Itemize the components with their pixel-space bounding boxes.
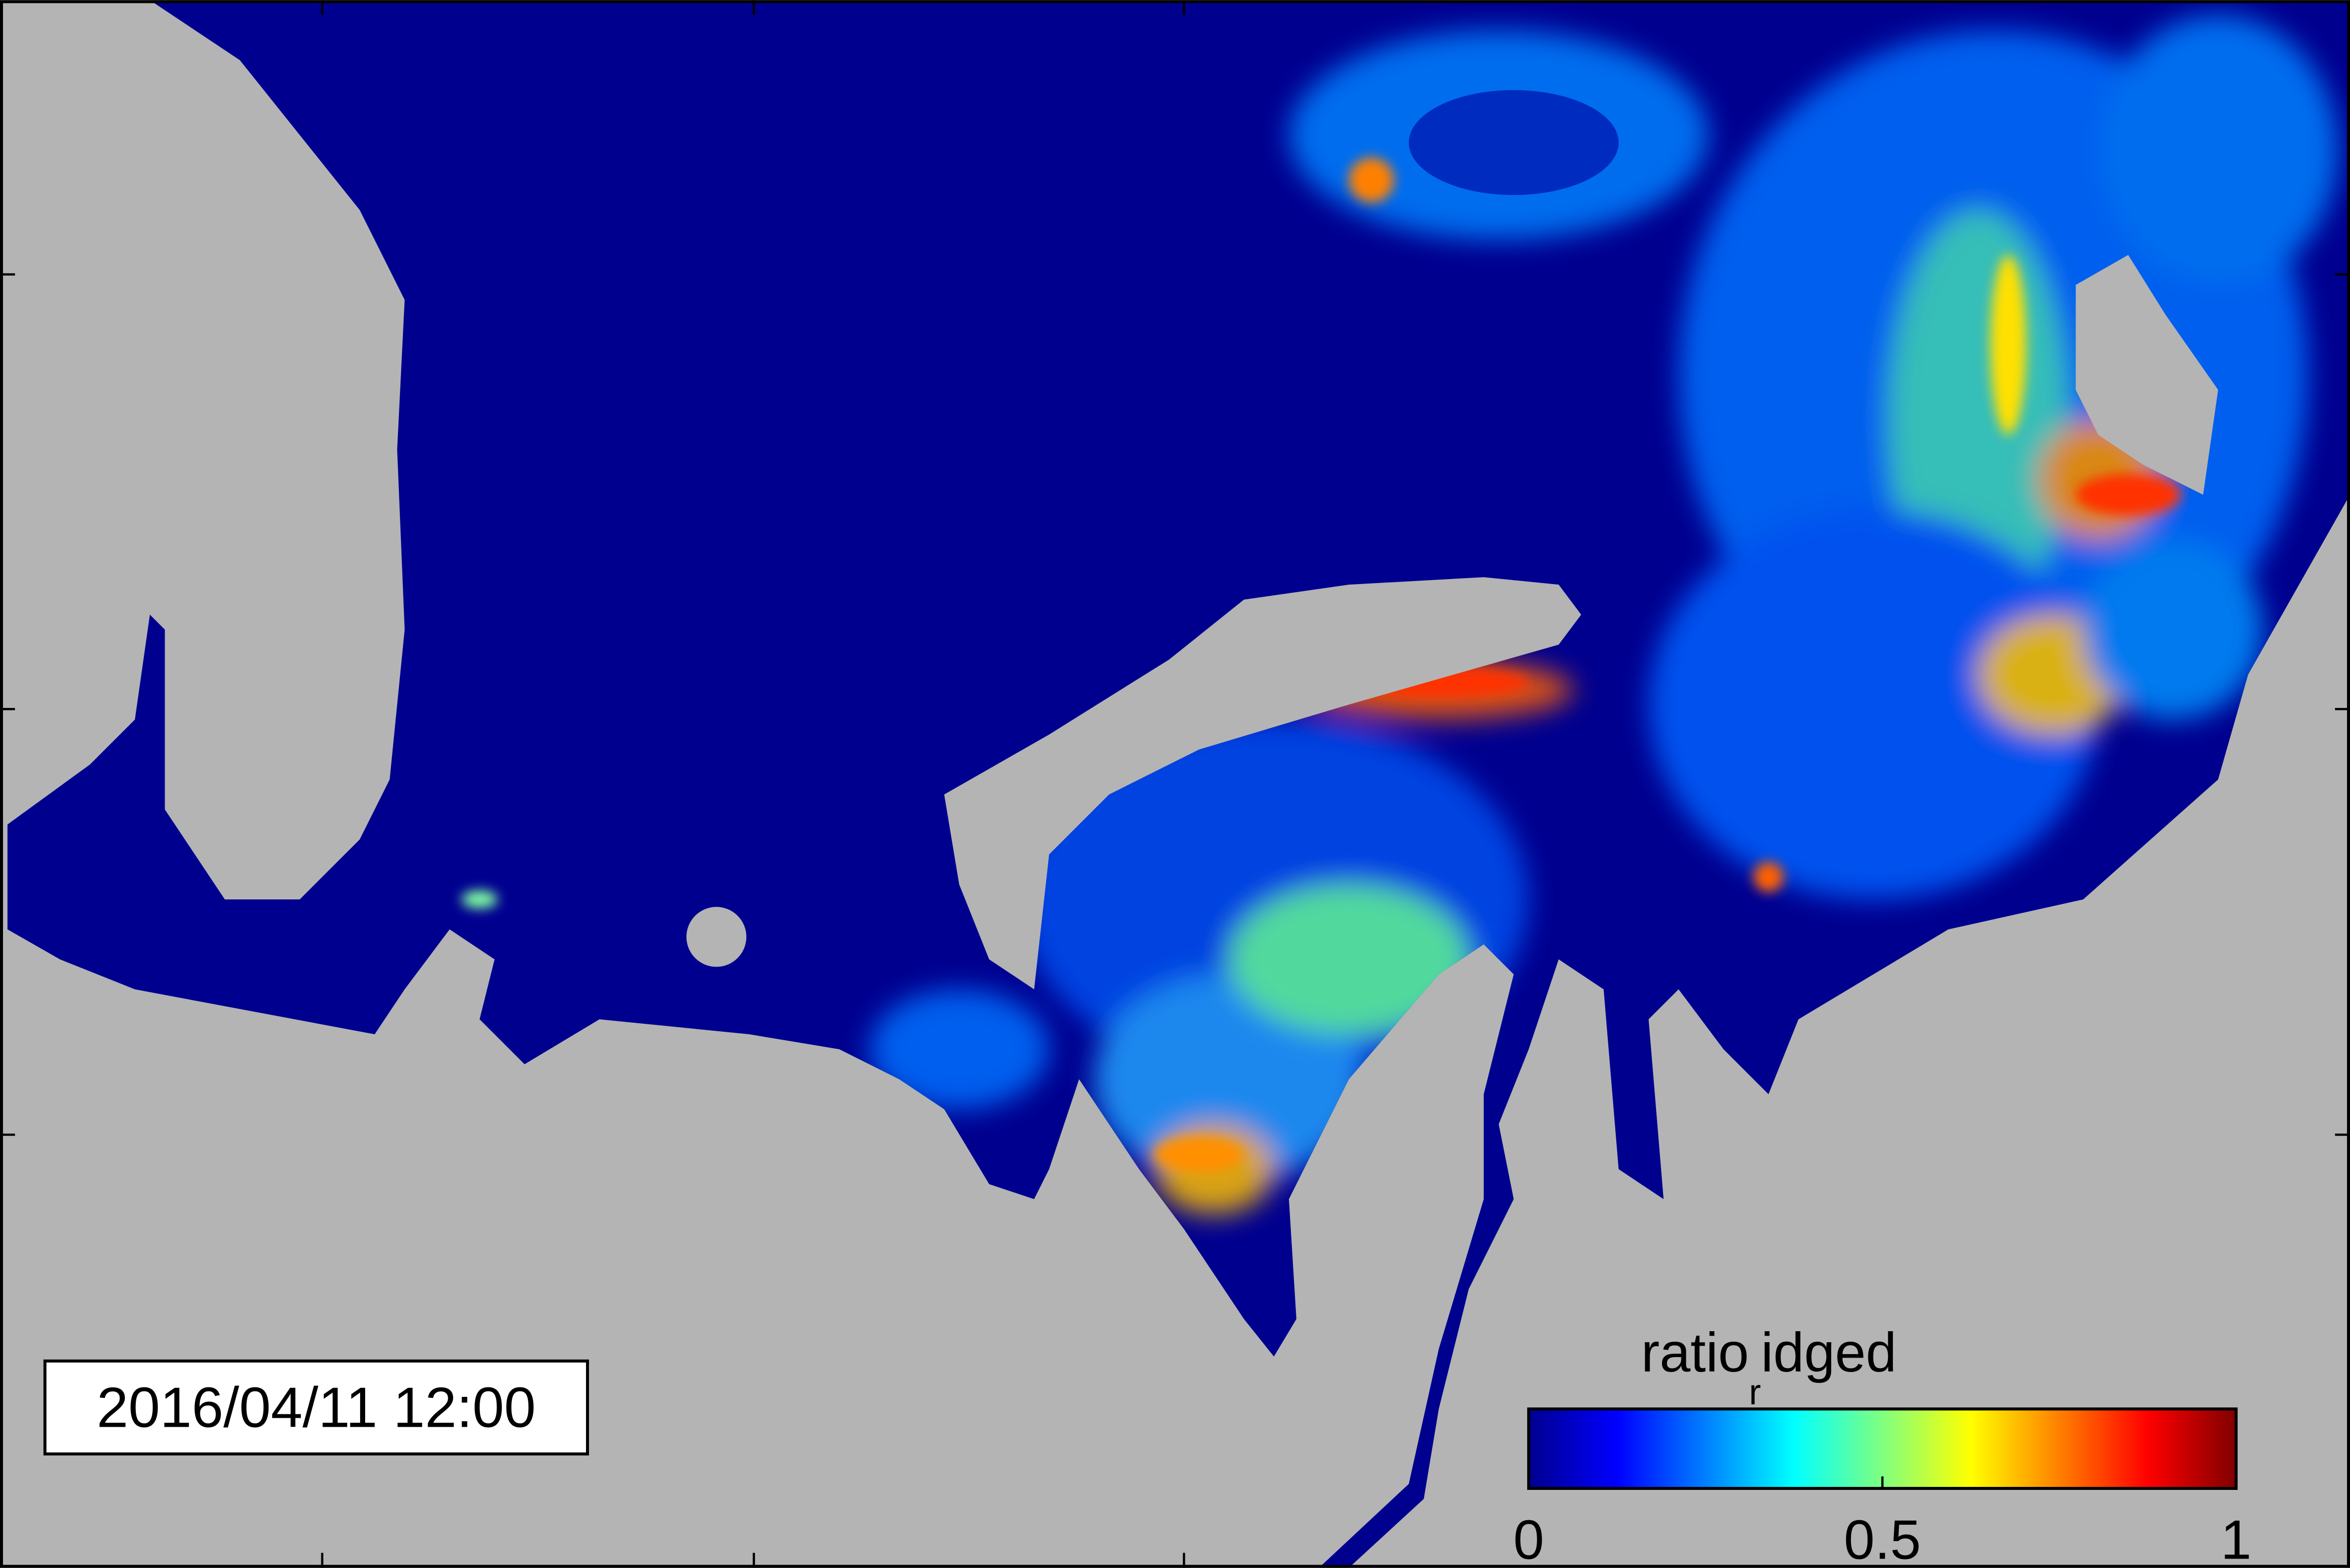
ice-highlights: [461, 157, 2181, 1173]
colorbar-tick-label: 0: [1513, 1509, 1544, 1568]
peninsula: [944, 577, 1581, 989]
ice-ridging: [869, 15, 2338, 1214]
timestamp: 2016/04/11 12:00: [97, 1375, 536, 1439]
colorbar-label-suffix: idged: [1761, 1321, 1897, 1383]
colorbar: 0 0.5 1: [1513, 1407, 2252, 1568]
colorbar-scale: [1527, 1407, 2238, 1490]
colorbar-label-text: ratio: [1641, 1321, 1749, 1383]
archipelago: [1408, 90, 1619, 195]
colorbar-tick-label: 0.5: [1844, 1509, 1921, 1568]
colorbar-tick-label: 1: [2221, 1509, 2252, 1568]
colorbar-label: ratioridged: [1641, 1321, 1897, 1412]
colorbar-label-subscript: r: [1749, 1372, 1761, 1412]
ice-field: [461, 15, 2338, 1214]
timestamp-box: [43, 1359, 589, 1456]
island: [2075, 255, 2218, 495]
island: [686, 907, 747, 967]
